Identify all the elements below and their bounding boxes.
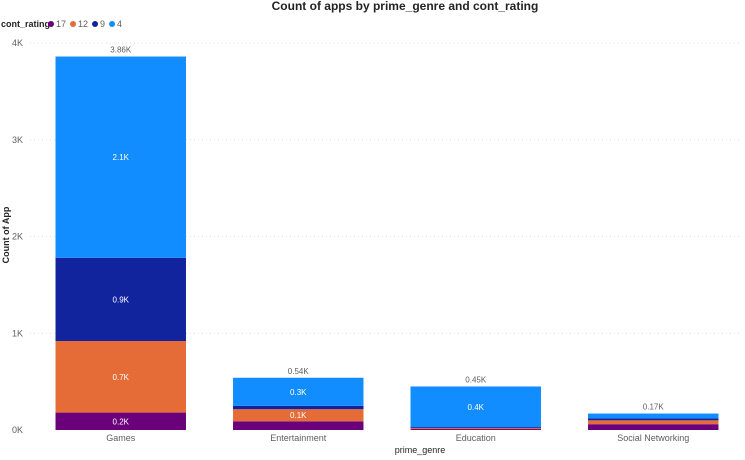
x-axis-ticks: Games Entertainment Education Social Networ…: [106, 433, 689, 443]
y-axis-label: Count of App: [1, 206, 11, 263]
x-tick-label: Games: [106, 433, 136, 443]
bar-segment-education-4[interactable]: [410, 386, 541, 428]
x-tick-label: Education: [456, 433, 496, 443]
segment-data-label: 2.1K: [113, 153, 130, 162]
y-tick-label: 0K: [12, 425, 23, 435]
x-tick-label: Entertainment: [270, 433, 327, 443]
y-tick-label: 3K: [12, 135, 23, 145]
legend-label-17: 17: [56, 19, 66, 29]
bar-segment-education-9[interactable]: [410, 427, 541, 429]
legend-marker-12: [70, 21, 77, 27]
bar-segment-entertainment-9[interactable]: [233, 405, 364, 410]
segment-data-label: 0.9K: [113, 295, 130, 304]
segment-data-label: 0.1K: [290, 411, 307, 420]
total-data-label: 0.54K: [288, 367, 310, 376]
legend-label-4: 4: [117, 19, 122, 29]
bar-segment-games-9[interactable]: [55, 257, 186, 341]
legend-title: cont_rating: [1, 19, 50, 29]
bar-segment-education-17[interactable]: [410, 429, 541, 430]
bar-segment-social-networking-17[interactable]: [588, 424, 719, 430]
bar-segment-entertainment-12[interactable]: [233, 409, 364, 422]
bar-segment-entertainment-17[interactable]: [233, 421, 364, 430]
segment-data-label: 0.2K: [113, 417, 130, 426]
total-data-label: 0.17K: [643, 403, 665, 412]
bar-segment-entertainment-4[interactable]: [233, 377, 364, 406]
legend-label-9: 9: [100, 19, 105, 29]
legend: cont_rating 17 12 9 4: [1, 19, 122, 29]
bar-segment-games-17[interactable]: [55, 412, 186, 430]
chart-title: Count of apps by prime_genre and cont_ra…: [272, 0, 539, 13]
bar-segment-social-networking-4[interactable]: [588, 413, 719, 419]
bar-segment-education-12[interactable]: [410, 428, 541, 430]
y-axis-ticks: 0K 1K 2K 3K 4K: [12, 38, 23, 435]
y-tick-label: 2K: [12, 232, 23, 242]
x-axis-label: prime_genre: [395, 445, 446, 455]
bar-segment-games-4[interactable]: [55, 56, 186, 258]
x-tick-label: Social Networking: [617, 433, 689, 443]
bars: 0.2K 0.7K 0.9K 2.1K 3.86K 0.1K 0.3K 0.54K 0.4K 0.…: [55, 46, 719, 430]
total-data-label: 3.86K: [110, 46, 132, 55]
legend-marker-17: [48, 21, 54, 27]
bar-segment-social-networking-9[interactable]: [588, 418, 719, 421]
segment-data-label: 0.3K: [290, 388, 307, 397]
y-tick-label: 4K: [12, 38, 23, 48]
legend-label-12: 12: [78, 19, 88, 29]
total-data-label: 0.45K: [465, 375, 487, 384]
y-tick-label: 1K: [12, 328, 23, 338]
legend-marker-4: [109, 21, 116, 27]
segment-data-label: 0.7K: [113, 373, 130, 382]
bar-segment-social-networking-12[interactable]: [588, 420, 719, 425]
segment-data-label: 0.4K: [468, 403, 485, 412]
legend-marker-9: [92, 21, 99, 27]
bar-segment-games-12[interactable]: [55, 340, 186, 413]
